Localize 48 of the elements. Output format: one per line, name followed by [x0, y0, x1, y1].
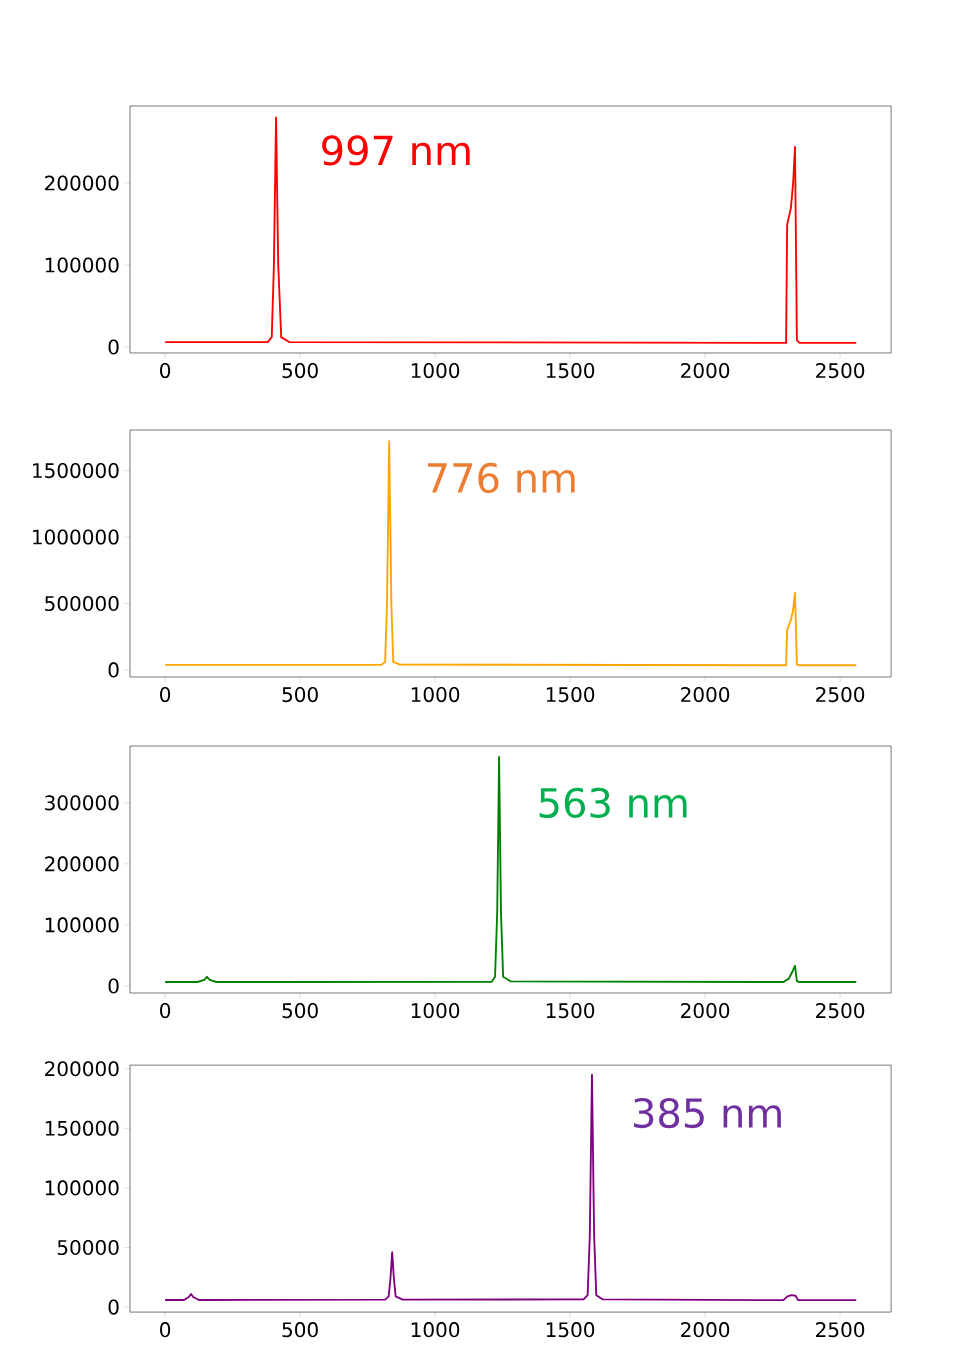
- x-tick-label: 500: [282, 363, 318, 379]
- y-tick-label: 0: [108, 1299, 119, 1315]
- x-tick-label: 1000: [411, 1322, 460, 1338]
- y-tick-label: 100000: [45, 917, 119, 933]
- x-tick-label: 500: [282, 687, 318, 703]
- y-tick-label: 100000: [45, 1180, 119, 1196]
- annotation: 997 nm: [322, 135, 470, 166]
- y-tick-label: 1000000: [33, 529, 119, 545]
- x-tick-label: 2000: [681, 687, 730, 703]
- line-series: [164, 756, 858, 983]
- y-tick-label: 150000: [45, 1120, 119, 1136]
- y-tick-label: 0: [108, 339, 119, 355]
- x-tick-label: 1000: [411, 687, 460, 703]
- y-tick-label: 200000: [45, 175, 119, 191]
- x-tick-label: 2000: [681, 1322, 730, 1338]
- y-tick-label: 200000: [45, 856, 119, 872]
- y-tick-label: 1500000: [33, 463, 119, 479]
- x-tick-label: 500: [282, 1003, 318, 1019]
- line-series: [164, 116, 858, 344]
- annotation: 563 nm: [539, 787, 687, 818]
- x-tick-label: 1000: [411, 1003, 460, 1019]
- line-series: [164, 440, 858, 667]
- x-tick-label: 1500: [546, 687, 595, 703]
- x-tick-label: 1500: [546, 363, 595, 379]
- x-tick-label: 2500: [816, 363, 865, 379]
- x-tick-label: 1000: [411, 363, 460, 379]
- x-tick-label: 0: [160, 1322, 171, 1338]
- y-tick-label: 50000: [57, 1239, 119, 1256]
- x-tick-label: 0: [160, 363, 171, 379]
- x-tick-label: 1500: [546, 1322, 595, 1338]
- x-tick-label: 2000: [681, 1003, 730, 1019]
- annotation: 776 nm: [427, 462, 575, 494]
- x-tick-label: 0: [160, 687, 171, 703]
- y-tick-label: 0: [108, 978, 119, 994]
- x-tick-label: 2000: [681, 363, 730, 379]
- y-tick-label: 100000: [45, 257, 119, 273]
- x-tick-label: 500: [282, 1322, 318, 1338]
- y-tick-label: 300000: [45, 795, 119, 811]
- annotation: 385 nm: [633, 1097, 781, 1129]
- x-tick-label: 2500: [816, 687, 865, 703]
- y-tick-label: 0: [108, 662, 119, 678]
- y-tick-label: 500000: [45, 595, 119, 612]
- x-tick-label: 1500: [546, 1003, 595, 1019]
- line-series: [164, 1073, 858, 1302]
- x-tick-label: 2500: [816, 1003, 865, 1019]
- y-tick-label: 200000: [45, 1061, 119, 1077]
- x-tick-label: 0: [160, 1003, 171, 1019]
- x-tick-label: 2500: [816, 1322, 865, 1338]
